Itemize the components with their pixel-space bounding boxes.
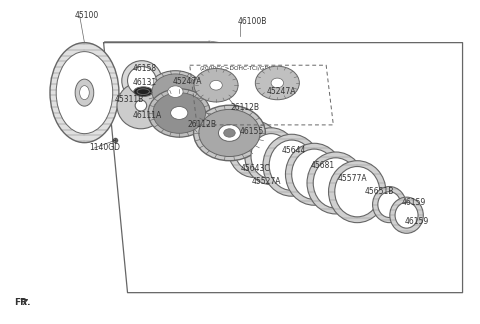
Text: 26112B: 26112B <box>230 103 259 112</box>
Text: 46111A: 46111A <box>132 111 162 120</box>
Text: 45247A: 45247A <box>173 77 203 86</box>
Ellipse shape <box>75 79 94 106</box>
Ellipse shape <box>56 52 113 133</box>
Text: 46159: 46159 <box>405 217 430 226</box>
Ellipse shape <box>194 68 238 102</box>
Ellipse shape <box>228 121 281 178</box>
Text: 45643C: 45643C <box>241 164 271 173</box>
Ellipse shape <box>307 152 364 214</box>
Text: 45527A: 45527A <box>252 177 281 186</box>
Text: 45651B: 45651B <box>364 187 394 196</box>
Ellipse shape <box>210 80 222 90</box>
Ellipse shape <box>234 126 275 172</box>
Text: 45644: 45644 <box>282 146 307 155</box>
Ellipse shape <box>134 87 153 97</box>
Text: 45577A: 45577A <box>338 174 368 183</box>
Ellipse shape <box>292 149 336 200</box>
Ellipse shape <box>372 187 406 223</box>
Text: 45681: 45681 <box>311 161 335 170</box>
Text: 45311B: 45311B <box>114 95 144 104</box>
Ellipse shape <box>170 107 188 120</box>
Ellipse shape <box>153 93 205 133</box>
Text: 1140GD: 1140GD <box>89 143 120 152</box>
Ellipse shape <box>199 110 260 156</box>
Ellipse shape <box>122 61 162 101</box>
Ellipse shape <box>263 134 321 196</box>
Text: 46155: 46155 <box>240 127 264 136</box>
Text: 45247A: 45247A <box>266 87 296 96</box>
Ellipse shape <box>80 86 89 100</box>
Ellipse shape <box>148 89 210 137</box>
Ellipse shape <box>269 140 314 191</box>
Ellipse shape <box>218 124 240 141</box>
Text: 46159: 46159 <box>402 198 426 207</box>
Ellipse shape <box>271 78 284 88</box>
Text: (2000CC>DOHC-TCI/GDI): (2000CC>DOHC-TCI/GDI) <box>199 66 273 71</box>
Ellipse shape <box>50 43 119 143</box>
Ellipse shape <box>245 128 298 185</box>
Ellipse shape <box>251 133 291 179</box>
Ellipse shape <box>168 86 183 98</box>
Ellipse shape <box>313 158 358 208</box>
Text: 46131: 46131 <box>132 78 156 87</box>
Ellipse shape <box>128 66 156 95</box>
Ellipse shape <box>137 89 150 95</box>
Ellipse shape <box>224 129 235 137</box>
Text: 46158: 46158 <box>132 64 156 73</box>
Ellipse shape <box>135 100 147 111</box>
Text: FR.: FR. <box>14 298 31 307</box>
Ellipse shape <box>152 74 199 110</box>
Ellipse shape <box>378 192 401 217</box>
Text: 26112B: 26112B <box>187 121 216 129</box>
Ellipse shape <box>328 161 386 223</box>
Ellipse shape <box>117 82 165 129</box>
Ellipse shape <box>335 167 380 217</box>
Ellipse shape <box>255 66 300 100</box>
Ellipse shape <box>390 197 423 233</box>
Ellipse shape <box>286 143 343 205</box>
Text: 46100B: 46100B <box>238 17 267 26</box>
Ellipse shape <box>148 71 203 113</box>
Ellipse shape <box>193 105 265 161</box>
Text: 45100: 45100 <box>75 11 99 20</box>
Ellipse shape <box>395 202 418 228</box>
